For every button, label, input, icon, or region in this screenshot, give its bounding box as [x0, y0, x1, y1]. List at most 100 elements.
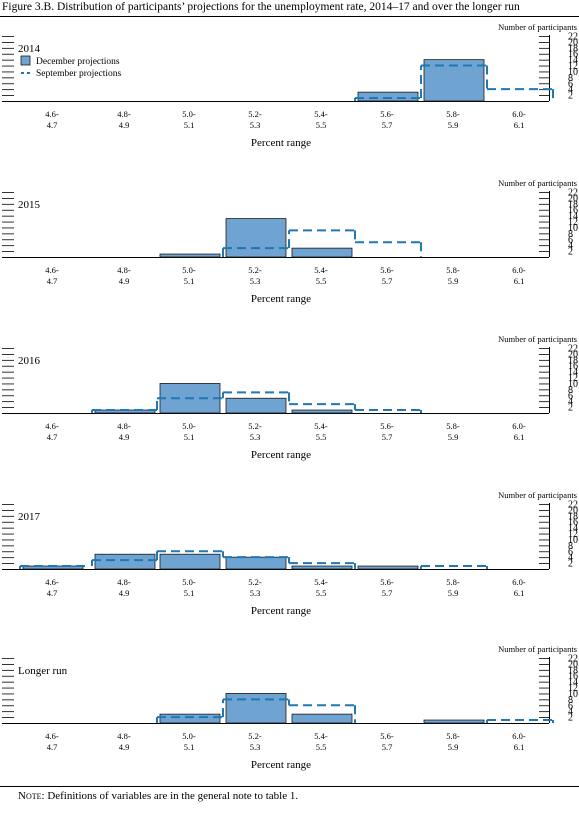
- y-tick-label: 2: [568, 713, 573, 724]
- y-tick-label: 10: [568, 689, 578, 700]
- x-tick-label: 4.8-: [117, 421, 131, 431]
- y-tick-label: 8: [568, 385, 573, 396]
- x-tick-label: 6.1: [514, 120, 525, 130]
- y-tick-label: 2: [568, 247, 573, 258]
- x-tick-label: 4.7: [47, 432, 58, 442]
- panel-1: Number of participants 2015 24681012141618…: [2, 178, 578, 305]
- panel-0: Number of participants 2014 24681012141618…: [2, 22, 578, 149]
- y-tick-label: 4: [568, 85, 573, 96]
- y-tick-label: 2: [568, 91, 573, 102]
- y-tick-label: 8: [568, 541, 573, 552]
- x-tick-label: 4.7: [47, 742, 58, 752]
- x-tick-label: 5.9: [448, 276, 459, 286]
- x-tick-label: 6.0-: [512, 109, 526, 119]
- x-tick-label: 5.7: [382, 276, 393, 286]
- x-tick-label: 4.8-: [117, 577, 131, 587]
- x-tick-label: 5.4-: [314, 109, 328, 119]
- y-tick-label: 20: [568, 37, 578, 48]
- y-tick-label: 22: [568, 188, 578, 199]
- x-tick-label: 5.0-: [182, 577, 196, 587]
- x-tick-label: 5.0-: [182, 265, 196, 275]
- x-tick-label: 6.1: [514, 276, 525, 286]
- x-tick-label: 5.3: [250, 432, 261, 442]
- x-tick-label: 4.8-: [117, 731, 131, 741]
- x-tick-label: 5.5: [316, 276, 327, 286]
- y-tick-label: 6: [568, 547, 573, 558]
- y-tick-label: 14: [568, 211, 578, 222]
- x-tick-label: 4.6-: [45, 265, 59, 275]
- x-tick-label: 4.9: [119, 588, 130, 598]
- x-tick-label: 5.4-: [314, 265, 328, 275]
- x-tick-label: 4.8-: [117, 265, 131, 275]
- x-tick-label: 5.1: [184, 588, 195, 598]
- december-bar: [357, 565, 419, 570]
- x-tick-label: 5.9: [448, 588, 459, 598]
- legend-december-swatch: [20, 55, 31, 66]
- x-axis-title: Percent range: [251, 293, 311, 305]
- y-tick-label: 22: [568, 500, 578, 511]
- y-tick-label: 20: [568, 349, 578, 360]
- y-axis-title: Number of participants: [498, 22, 577, 32]
- y-tick-label: 20: [568, 193, 578, 204]
- panel-label: Longer run: [18, 665, 68, 677]
- x-tick-label: 6.1: [514, 588, 525, 598]
- x-tick-label: 5.5: [316, 120, 327, 130]
- y-axis-title: Number of participants: [498, 178, 577, 188]
- y-tick-label: 14: [568, 55, 578, 66]
- x-tick-label: 5.3: [250, 276, 261, 286]
- x-tick-label: 4.6-: [45, 731, 59, 741]
- december-bar: [94, 553, 156, 570]
- top-rule: [0, 16, 579, 17]
- x-tick-label: 5.7: [382, 432, 393, 442]
- y-tick-label: 4: [568, 397, 573, 408]
- december-bar: [291, 247, 353, 258]
- x-tick-label: 5.4-: [314, 731, 328, 741]
- x-tick-label: 5.5: [316, 742, 327, 752]
- x-tick-label: 4.7: [47, 588, 58, 598]
- panel-label: 2014: [18, 43, 41, 55]
- december-bar: [225, 218, 287, 258]
- y-tick-label: 22: [568, 32, 578, 43]
- september-step-line: [354, 64, 554, 101]
- x-axis-title: Percent range: [251, 605, 311, 617]
- x-tick-label: 5.7: [382, 588, 393, 598]
- december-bar: [357, 91, 419, 102]
- x-tick-label: 5.5: [316, 588, 327, 598]
- december-bar: [291, 565, 353, 570]
- y-tick-label: 10: [568, 223, 578, 234]
- x-tick-label: 6.1: [514, 742, 525, 752]
- y-tick-label: 4: [568, 553, 573, 564]
- x-tick-label: 5.7: [382, 120, 393, 130]
- panel-3: Number of participants 2017 24681012141618…: [2, 490, 578, 617]
- x-tick-label: 5.0-: [182, 109, 196, 119]
- y-tick-label: 6: [568, 235, 573, 246]
- legend-december-label: December projections: [36, 57, 120, 67]
- y-tick-label: 8: [568, 695, 573, 706]
- x-tick-label: 4.9: [119, 276, 130, 286]
- december-bar: [159, 713, 221, 724]
- x-tick-label: 5.7: [382, 742, 393, 752]
- y-tick-label: 18: [568, 665, 578, 676]
- legend: December projections September projection…: [20, 55, 122, 79]
- y-tick-label: 20: [568, 659, 578, 670]
- x-tick-label: 4.9: [119, 742, 130, 752]
- x-tick-label: 4.6-: [45, 577, 59, 587]
- x-tick-label: 5.8-: [446, 421, 460, 431]
- y-tick-label: 2: [568, 403, 573, 414]
- x-tick-label: 5.9: [448, 432, 459, 442]
- y-tick-label: 22: [568, 654, 578, 665]
- x-tick-label: 5.4-: [314, 421, 328, 431]
- x-tick-label: 5.6-: [380, 421, 394, 431]
- september-step-line: [19, 550, 488, 569]
- december-bar: [225, 556, 287, 570]
- x-tick-label: 5.6-: [380, 265, 394, 275]
- y-tick-label: 10: [568, 379, 578, 390]
- y-tick-label: 6: [568, 391, 573, 402]
- december-bar: [225, 397, 287, 414]
- y-tick-label: 10: [568, 67, 578, 78]
- december-bar: [291, 409, 353, 414]
- x-tick-label: 5.2-: [248, 109, 262, 119]
- y-tick-label: 16: [568, 517, 578, 528]
- note-text: Definitions of variables are in the gene…: [44, 790, 299, 802]
- y-tick-label: 14: [568, 523, 578, 534]
